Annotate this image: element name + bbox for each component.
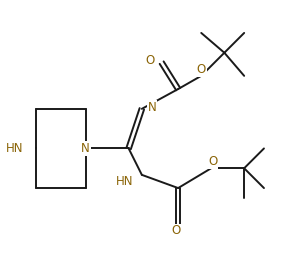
Text: O: O: [196, 64, 206, 76]
Text: O: O: [208, 155, 218, 168]
Text: N: N: [148, 101, 157, 114]
Text: HN: HN: [6, 142, 24, 155]
Text: HN: HN: [116, 175, 134, 188]
Text: N: N: [81, 142, 90, 155]
Text: O: O: [172, 225, 181, 237]
Text: O: O: [145, 55, 154, 68]
